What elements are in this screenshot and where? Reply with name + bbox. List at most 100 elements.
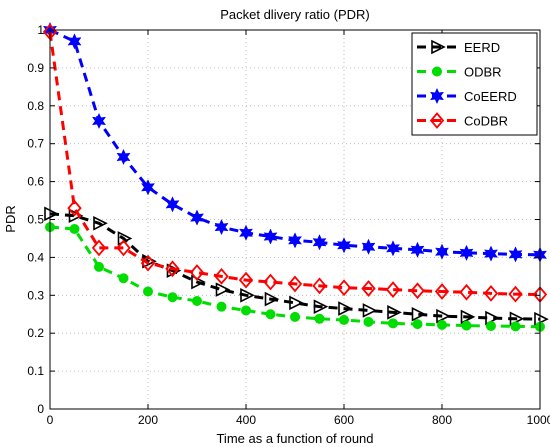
legend-marker-eerd	[431, 39, 446, 55]
legend-label-eerd: EERD	[464, 40, 500, 55]
data-point-codbr	[189, 264, 205, 281]
y-tick-label: 0	[37, 402, 44, 416]
y-tick-label: 0.8	[27, 99, 44, 113]
data-point-odbr	[363, 316, 374, 327]
y-tick-label: 0.2	[27, 326, 44, 340]
data-point-coeerd	[508, 246, 523, 263]
data-point-odbr	[69, 223, 80, 234]
data-point-odbr	[290, 311, 300, 322]
series-odbr	[45, 222, 545, 332]
y-tick-label: 1	[37, 23, 44, 37]
data-point-coeerd	[189, 209, 205, 226]
data-point-odbr	[265, 309, 276, 320]
legend: EERD ODBR CoEERD CoDBR	[411, 32, 538, 136]
series-line-eerd	[49, 212, 541, 321]
legend-marker-odbr	[432, 66, 442, 77]
data-point-eerd	[313, 299, 329, 314]
data-point-eerd	[338, 301, 353, 316]
data-point-eerd	[387, 305, 402, 320]
data-point-coeerd	[336, 237, 352, 254]
data-point-coeerd	[483, 245, 499, 262]
data-point-coeerd	[385, 240, 401, 257]
data-point-codbr	[67, 199, 82, 217]
y-axis-label: PDR	[3, 205, 18, 232]
legend-entry-eerd: EERD	[417, 39, 500, 55]
data-point-coeerd	[459, 244, 474, 261]
data-point-coeerd	[434, 243, 450, 260]
data-point-eerd	[264, 291, 280, 307]
legend-marker-codbr	[429, 112, 445, 129]
x-tick-label: 200	[138, 413, 158, 427]
data-point-codbr	[385, 281, 401, 298]
data-point-odbr	[192, 295, 202, 306]
y-tick-label: 0.7	[27, 137, 44, 151]
series-coeerd	[42, 21, 548, 263]
data-point-codbr	[214, 267, 229, 285]
legend-entry-odbr: ODBR	[417, 65, 502, 80]
legend-entry-codbr: CoDBR	[417, 112, 508, 129]
legend-marker-coeerd	[429, 87, 445, 105]
data-point-coeerd	[67, 33, 82, 50]
y-tick-label: 0.1	[27, 364, 44, 378]
legend-label-odbr: ODBR	[464, 65, 502, 80]
data-point-codbr	[434, 283, 450, 300]
y-tick-label: 0.3	[27, 288, 44, 302]
data-point-coeerd	[140, 179, 156, 196]
data-point-odbr	[94, 261, 104, 272]
data-point-eerd	[44, 206, 59, 222]
data-point-eerd	[362, 303, 378, 318]
data-point-odbr	[143, 286, 153, 297]
data-point-codbr	[508, 285, 523, 303]
data-point-codbr	[336, 279, 352, 297]
data-point-codbr	[263, 273, 278, 291]
legend-entry-coeerd: CoEERD	[417, 87, 517, 105]
data-point-eerd	[460, 309, 476, 325]
data-point-codbr	[287, 275, 303, 293]
data-point-odbr	[388, 318, 398, 329]
y-tick-label: 0.4	[27, 250, 44, 264]
data-point-odbr	[510, 321, 521, 332]
data-point-codbr	[116, 239, 131, 257]
data-point-odbr	[461, 320, 472, 331]
data-point-eerd	[411, 306, 427, 322]
data-point-odbr	[216, 301, 227, 312]
x-tick-label: 800	[432, 413, 452, 427]
data-point-coeerd	[116, 148, 131, 166]
data-point-eerd	[215, 282, 231, 297]
data-point-codbr	[312, 277, 327, 295]
y-tick-label: 0.5	[27, 213, 44, 227]
y-tick-label: 0.6	[27, 175, 44, 189]
data-point-coeerd	[312, 234, 327, 251]
data-point-eerd	[289, 295, 304, 311]
data-point-codbr	[238, 271, 254, 289]
data-point-codbr	[165, 260, 180, 278]
data-point-odbr	[339, 314, 349, 325]
x-tick-label: 600	[334, 413, 354, 427]
data-point-eerd	[485, 310, 500, 326]
data-point-coeerd	[91, 112, 107, 130]
x-tick-label: 0	[47, 413, 54, 427]
data-point-odbr	[118, 273, 129, 284]
data-point-eerd	[93, 215, 108, 231]
series-line-codbr	[48, 31, 541, 297]
data-point-codbr	[483, 285, 499, 302]
data-point-eerd	[240, 288, 255, 303]
data-point-codbr	[140, 254, 156, 272]
data-point-coeerd	[287, 232, 303, 249]
series-layer	[42, 21, 549, 332]
data-point-odbr	[167, 292, 178, 303]
legend-label-codbr: CoDBR	[464, 114, 508, 129]
data-point-coeerd	[165, 196, 180, 213]
legend-label-coeerd: CoEERD	[464, 89, 517, 104]
data-point-odbr	[314, 313, 325, 324]
x-tick-label: 400	[236, 413, 256, 427]
data-point-coeerd	[214, 218, 229, 236]
data-point-coeerd	[410, 241, 425, 258]
data-point-odbr	[437, 319, 447, 330]
x-axis-label: Time as a function of round	[216, 431, 373, 446]
data-point-odbr	[241, 305, 251, 316]
data-point-coeerd	[263, 228, 278, 245]
